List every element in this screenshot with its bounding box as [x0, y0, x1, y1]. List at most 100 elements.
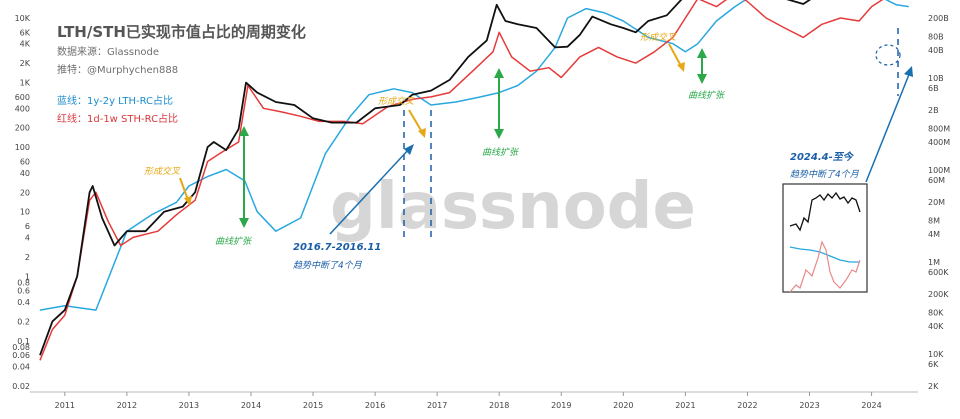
inset-price-line [789, 191, 861, 232]
pointer-2016-head [404, 144, 414, 155]
series-layer [39, 0, 909, 361]
annotation-expand-3: 曲线扩张 [688, 90, 726, 101]
x-tick-label: 2012 [117, 401, 137, 410]
left-tick-label: 1 [25, 272, 30, 281]
left-tick-label: 0.6 [17, 287, 30, 296]
pointer-2024 [865, 71, 911, 183]
left-tick-label: 2 [25, 253, 30, 262]
expand-arrow-3-bottom [697, 74, 707, 84]
left-tick-label: 20 [20, 188, 30, 197]
expand-arrow-1-top [239, 126, 249, 136]
annotation-period-2024: 2024.4-至今 [790, 151, 855, 163]
left-tick-label: 10 [20, 208, 30, 217]
right-tick-label: 10K [928, 350, 944, 359]
x-tick-label: 2015 [303, 401, 323, 410]
pointer-2016 [329, 147, 411, 235]
x-tick-label: 2016 [365, 401, 385, 410]
right-tick-label: 80K [928, 308, 944, 317]
watermark: glassnode [330, 170, 696, 244]
x-tick-label: 2018 [489, 401, 509, 410]
left-tick-label: 4 [25, 233, 30, 242]
expand-arrow-1-bottom [239, 218, 249, 228]
left-tick-label: 400 [15, 104, 30, 113]
right-tick-label: 600K [928, 268, 949, 277]
left-axis: 10K6K4K2K1K6004002001006040201064210.80.… [12, 14, 31, 391]
left-tick-label: 60 [20, 157, 30, 166]
right-tick-label: 100M [928, 166, 950, 175]
left-tick-label: 40 [20, 169, 30, 178]
expand-arrow-3-top [697, 48, 707, 58]
left-tick-label: 10K [15, 14, 31, 23]
right-tick-label: 6K [928, 360, 939, 369]
series-red-line [39, 0, 884, 361]
x-axis: 2011 2012 2013 2014 2015 2016 2017 2018 2019 2020… [55, 392, 882, 410]
left-tick-label: 600 [15, 93, 30, 102]
annotation-break-2024: 趋势中断了4个月 [790, 169, 860, 180]
right-tick-label: 40B [928, 46, 944, 55]
left-tick-label: 0.04 [12, 363, 30, 372]
left-tick-label: 2K [20, 59, 31, 68]
cross-arrow-2-head [418, 128, 426, 138]
pointer-2024-head [904, 66, 913, 77]
right-tick-label: 200B [928, 14, 949, 23]
legend-red: 红线：1d-1w STH-RC占比 [57, 112, 178, 125]
legend-blue: 蓝线：1y-2y LTH-RC占比 [57, 94, 173, 107]
right-tick-label: 60M [928, 176, 945, 185]
right-tick-label: 4M [928, 230, 940, 239]
right-tick-label: 20M [928, 198, 945, 207]
cross-arrow-3 [668, 43, 682, 67]
x-tick-label: 2011 [55, 401, 75, 410]
right-tick-label: 1M [928, 258, 940, 267]
left-tick-label: 4K [20, 40, 31, 49]
inset-blue-line [789, 246, 860, 263]
right-tick-label: 8M [928, 216, 940, 225]
right-tick-label: 400M [928, 138, 950, 147]
annotation-cross-1: 形成交叉 [144, 166, 181, 177]
x-tick-label: 2017 [427, 401, 447, 410]
x-tick-label: 2024 [861, 401, 881, 410]
expand-arrow-2-top [494, 68, 504, 78]
cross-arrow-1-head [184, 196, 192, 206]
x-tick-label: 2023 [799, 401, 819, 410]
x-tick-label: 2013 [179, 401, 199, 410]
left-tick-label: 0.4 [17, 298, 30, 307]
right-tick-label: 40K [928, 322, 944, 331]
cross-arrow-1 [179, 177, 189, 201]
inset-red-line [789, 240, 861, 293]
annotation-cross-2: 形成交叉 [378, 96, 415, 107]
left-tick-label: 6K [20, 28, 31, 37]
left-tick-label: 0.02 [12, 382, 30, 391]
inset-box [782, 183, 868, 293]
left-tick-label: 1K [20, 79, 31, 88]
left-tick-label: 0.08 [12, 343, 30, 352]
right-tick-label: 2B [928, 106, 939, 115]
series-price-line [39, 0, 812, 356]
annotation-expand-1: 曲线扩张 [215, 236, 253, 247]
annotation-break-2016: 趋势中断了4个月 [293, 260, 363, 271]
left-tick-label: 0.2 [17, 317, 30, 326]
x-tick-label: 2020 [613, 401, 633, 410]
right-tick-label: 10B [928, 74, 944, 83]
left-tick-label: 0.1 [17, 337, 30, 346]
annotation-period-2016: 2016.7-2016.11 [293, 242, 381, 253]
author-label: 推特：@Murphychen888 [57, 63, 178, 76]
cross-arrow-2 [408, 109, 423, 133]
right-tick-label: 200K [928, 290, 949, 299]
expand-arrow-2-bottom [494, 129, 504, 139]
right-tick-label: 2K [928, 382, 939, 391]
cross-arrow-3-head [677, 62, 685, 72]
annotation-cross-3: 形成交叉 [640, 32, 677, 43]
chart-title: LTH/STH已实现市值占比的周期变化 [57, 23, 306, 41]
right-tick-label: 6B [928, 84, 939, 93]
x-tick-label: 2021 [675, 401, 695, 410]
source-label: 数据来源：Glassnode [57, 45, 159, 58]
x-tick-label: 2019 [551, 401, 571, 410]
annotation-expand-2: 曲线扩张 [482, 147, 520, 158]
left-tick-label: 0.06 [12, 351, 30, 360]
left-tick-label: 6 [25, 222, 30, 231]
right-tick-label: 80B [928, 32, 944, 41]
left-tick-label: 0.8 [17, 279, 30, 288]
x-tick-label: 2014 [241, 401, 261, 410]
